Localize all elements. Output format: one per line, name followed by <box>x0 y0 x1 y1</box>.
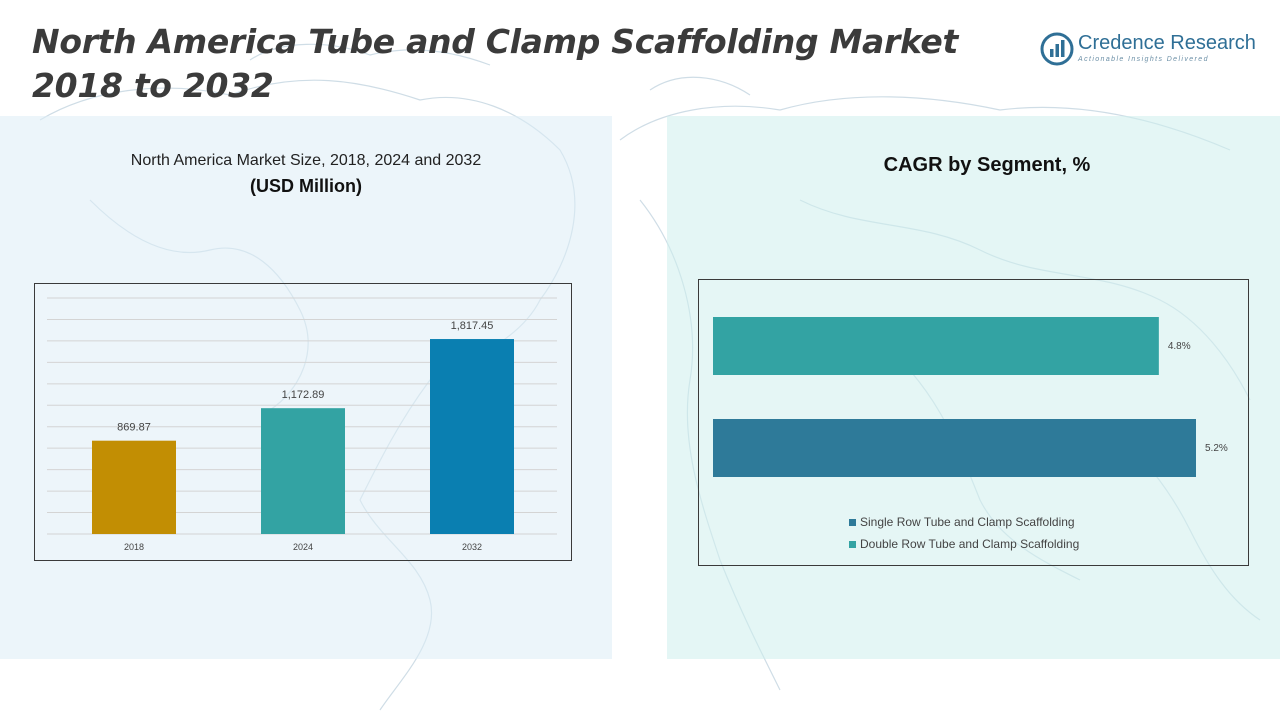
tick-label-2032: 2032 <box>462 542 482 552</box>
hbar-data-label-single-row: 5.2% <box>1205 443 1228 454</box>
legend-entry: Single Row Tube and Clamp Scaffolding <box>860 515 1075 529</box>
bar-2018 <box>92 440 176 534</box>
tick-label-2018: 2018 <box>124 542 144 552</box>
market-size-bar-chart: 869.87 2018 1,172.89 2024 1,817.45 2032 <box>47 297 557 552</box>
cagr-title: CAGR by Segment, % <box>883 154 1091 176</box>
cagr-bar-chart: 4.8% 5.2% Single Row Tube and Clamp Scaffo… <box>713 317 1228 551</box>
legend-swatch <box>849 541 856 548</box>
cagr-panel <box>667 116 1280 659</box>
page-title: North America Tube and Clamp Scaffolding… <box>32 20 992 108</box>
market-size-chart-frame: 869.87 2018 1,172.89 2024 1,817.45 2032 <box>34 283 572 561</box>
title-line-2: 2018 to 2032 <box>32 66 274 105</box>
logo-tagline: Actionable Insights Delivered <box>1078 56 1209 63</box>
tick-label-2024: 2024 <box>293 542 313 552</box>
bar-2024 <box>261 408 345 534</box>
chart-logo-icon <box>1040 32 1074 66</box>
title-line-1: North America Tube and Clamp Scaffolding… <box>32 22 958 61</box>
hbar-single-row <box>713 419 1196 477</box>
data-label-2032: 1,817.45 <box>451 320 494 332</box>
legend-swatch <box>849 519 856 526</box>
logo-name: Credence Research <box>1078 32 1256 54</box>
bar-2032 <box>430 339 514 534</box>
company-logo: Credence Research Actionable Insights De… <box>1040 30 1260 70</box>
legend-entry: Double Row Tube and Clamp Scaffolding <box>860 537 1079 551</box>
cagr-chart-frame: 4.8% 5.2% Single Row Tube and Clamp Scaffo… <box>698 279 1249 566</box>
hbar-double-row <box>713 317 1159 375</box>
data-label-2018: 869.87 <box>117 422 151 434</box>
data-label-2024: 1,172.89 <box>282 389 325 401</box>
hbar-data-label-double-row: 4.8% <box>1168 341 1191 352</box>
market-size-unit: (USD Million) <box>250 176 362 196</box>
market-size-subtitle: North America Market Size, 2018, 2024 an… <box>130 152 482 169</box>
